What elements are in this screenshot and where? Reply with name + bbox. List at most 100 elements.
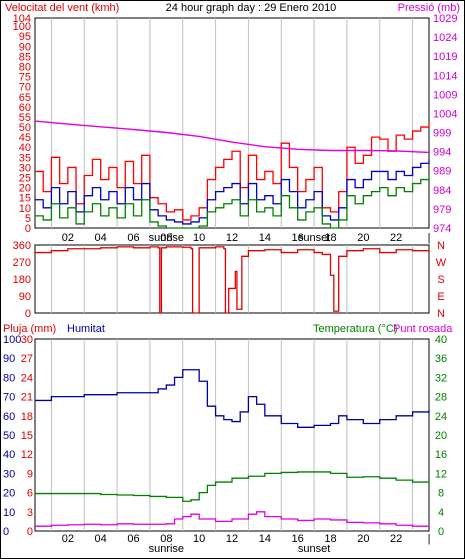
temperature-ytick-label: 20 [435,430,447,442]
wind-ytick-label: 40 [19,142,31,154]
temperature-label: Temperatura (°C) [313,323,397,335]
compass-label: S [437,274,444,286]
sunrise-label-bottom: sunrise [149,543,184,555]
wind-xtick-label: 06 [127,232,139,244]
wind-xtick-label: 12 [226,232,238,244]
wind-xtick-label: 16 [292,232,304,244]
sunset-label-bottom: sunset [298,543,330,555]
temperature-ytick-label: 16 [435,449,447,461]
rain-ytick-label: 3 [27,507,33,519]
temperature-ytick-label: 8 [438,488,444,500]
humidity-xtick-end: | [428,533,431,545]
wind-ytick-label: 80 [19,61,31,73]
humidity-xtick-label: 04 [95,533,107,545]
humidity-ytick-label: 20 [3,488,15,500]
wind-ytick-label: 65 [19,92,31,104]
wind-panel-frame [34,17,430,229]
humidity-ytick-label: 10 [3,507,15,519]
rain-label: Pluja (mm) [3,323,56,335]
temperature-ytick-label: 24 [435,411,447,423]
rain-ytick-label: 12 [21,449,33,461]
pressure-title: Pressió (mb) [398,2,460,14]
humidity-ytick-label: 0 [3,526,9,538]
pressure-ytick-label: 1009 [433,89,457,101]
direction-ytick-label: 0 [25,308,31,320]
humidity-xtick-label: 12 [226,533,238,545]
wind-ytick-label: 95 [19,31,31,43]
compass-label: N [437,240,445,252]
dewpoint-label: Punt rosada [393,323,453,335]
wind-xtick-label: 08 [160,232,172,244]
wind-ytick-label: 70 [19,82,31,94]
pressure-ytick-label: 1004 [433,108,457,120]
wind-ytick-label: 20 [19,183,31,195]
dewpoint-line [35,511,430,527]
wind-xtick-label: 22 [390,232,402,244]
rain-ytick-label: 6 [27,488,33,500]
wind-ytick-label: 15 [19,193,31,205]
rain-ytick-label: 9 [27,468,33,480]
humidity-xtick-label: 14 [259,533,271,545]
wind-ytick-label: 60 [19,102,31,114]
humidity-ytick-label: 70 [3,392,15,404]
wind-avg-line [35,159,430,225]
humidity-xtick-label: 02 [62,533,74,545]
pressure-ytick-label: 1024 [433,32,457,44]
temperature-line [35,471,430,502]
wind-xtick-end: | [428,232,431,244]
wind-ytick-label: 25 [19,173,31,185]
wind-ytick-label: 104 [13,13,31,25]
temperature-ytick-label: 32 [435,372,447,384]
pressure-ytick-label: 979 [433,204,451,216]
humidity-ytick-label: 40 [3,449,15,461]
humidity-label: Humitat [67,323,105,335]
wind-title: Velocitat del vent (kmh) [5,2,119,14]
direction-ytick-label: 180 [13,274,31,286]
humidity-ytick-label: 30 [3,468,15,480]
temperature-ytick-label: 36 [435,353,447,365]
pressure-ytick-label: 974 [433,223,451,235]
pressure-ytick-label: 994 [433,147,451,159]
wind-ytick-label: 55 [19,112,31,124]
temperature-ytick-label: 0 [438,526,444,538]
compass-label: E [437,291,444,303]
rain-ytick-label: 18 [21,411,33,423]
wind-ytick-label: 75 [19,72,31,84]
temperature-ytick-label: 40 [435,334,447,346]
wind-ytick-label: 45 [19,132,31,144]
humidity-xtick-label: 08 [160,533,172,545]
wind-pressure-panel: 0510152025303540455055606570758085909510… [13,13,458,244]
wind-ytick-label: 5 [25,213,31,225]
wind-ytick-label: 100 [13,21,31,33]
humidity-ytick-label: 90 [3,353,15,365]
rain-ytick-label: 30 [21,334,33,346]
humidity-xtick-label: 22 [390,533,402,545]
humidity-xtick-label: 06 [127,533,139,545]
humidity-ytick-label: 60 [3,411,15,423]
wind-xtick-label: 02 [62,232,74,244]
pressure-ytick-label: 1014 [433,70,457,82]
direction-ytick-label: 360 [13,240,31,252]
temperature-ytick-label: 4 [438,507,444,519]
direction-ytick-label: 270 [13,257,31,269]
rain-ytick-label: 27 [21,353,33,365]
wind-ytick-label: 85 [19,51,31,63]
humidity-xtick-label: 10 [193,533,205,545]
rain-ytick-label: 24 [21,372,33,384]
compass-label: W [436,257,447,269]
sunset-label: sunset [298,232,330,244]
compass-label: N [437,308,445,320]
humidity-ytick-label: 80 [3,372,15,384]
wind-gust-line [35,123,430,221]
rain-ytick-label: 21 [21,392,33,404]
rain-ytick-label: 0 [27,526,33,538]
wind-ytick-label: 35 [19,152,31,164]
wind-xtick-label: 20 [357,232,369,244]
humidity-xtick-label: 16 [292,533,304,545]
humidity-ytick-label: 100 [3,334,21,346]
humidity-panel-frame [34,338,430,532]
pressure-ytick-label: 989 [433,166,451,178]
direction-panel-frame [34,244,430,314]
